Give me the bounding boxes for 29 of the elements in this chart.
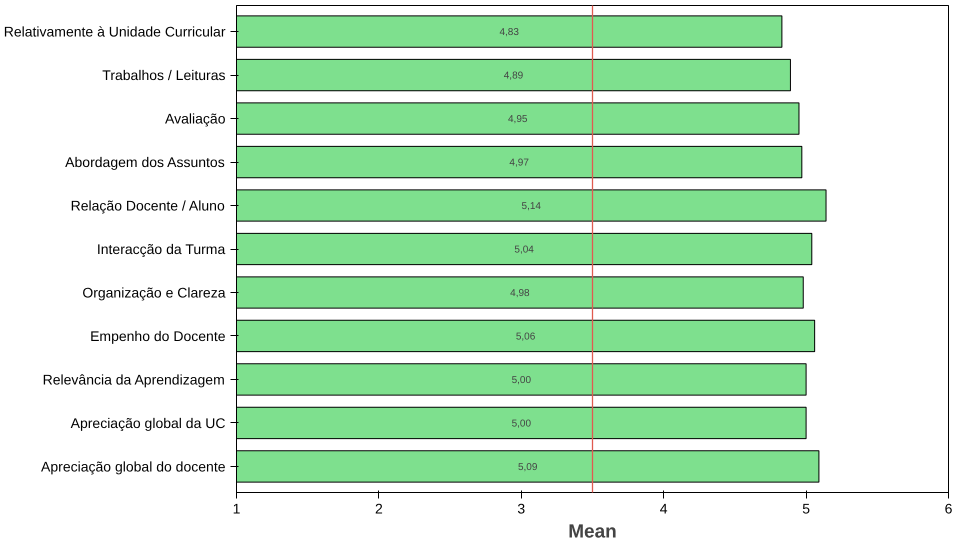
- data-label: 5,00: [512, 418, 532, 430]
- data-label: 4,83: [499, 27, 520, 38]
- data-label: 5,04: [514, 244, 534, 256]
- y-tick-label: Apreciação global do docente: [41, 458, 226, 474]
- data-label: 4,95: [508, 114, 528, 126]
- y-tick-label: Organização e Clareza: [82, 284, 226, 300]
- y-tick-label: Abordagem dos Assuntos: [65, 154, 225, 170]
- data-label: 4,89: [504, 70, 524, 82]
- y-tick-label: Relação Docente / Aluno: [70, 198, 225, 214]
- x-tick-label: 1: [232, 500, 241, 516]
- x-tick-label: 2: [375, 500, 384, 516]
- x-tick-label: 5: [802, 500, 810, 516]
- y-tick-label: Relevância da Aprendizagem: [42, 371, 225, 388]
- x-tick-label: 6: [944, 500, 953, 516]
- data-label: 4,98: [510, 288, 530, 299]
- data-label: 4,97: [509, 158, 530, 169]
- data-label: 5,14: [522, 201, 542, 212]
- y-tick-label: Apreciação global da UC: [70, 414, 226, 431]
- y-tick-label: Interacção da Turma: [96, 241, 226, 257]
- x-tick-label: 4: [660, 500, 668, 516]
- data-label: 5,06: [516, 331, 536, 342]
- y-tick-label: Relativamente à Unidade Curricular: [4, 24, 226, 40]
- data-label: 5,00: [512, 374, 532, 386]
- x-tick-label: 3: [517, 500, 526, 516]
- data-label: 5,09: [518, 462, 538, 473]
- y-tick-label: Trabalhos / Leituras: [102, 67, 226, 84]
- x-axis-title: Mean: [568, 522, 617, 542]
- y-tick-label: Empenho do Docente: [90, 328, 226, 344]
- y-tick-label: Avaliação: [165, 110, 226, 127]
